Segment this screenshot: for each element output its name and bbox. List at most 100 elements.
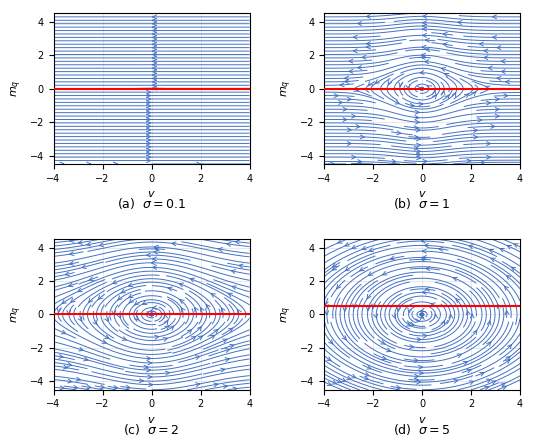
FancyArrowPatch shape — [114, 162, 117, 166]
FancyArrowPatch shape — [153, 25, 157, 29]
FancyArrowPatch shape — [422, 255, 427, 259]
FancyArrowPatch shape — [179, 283, 183, 287]
FancyArrowPatch shape — [416, 156, 421, 160]
FancyArrowPatch shape — [197, 327, 202, 331]
FancyArrowPatch shape — [507, 246, 511, 249]
FancyArrowPatch shape — [410, 322, 414, 326]
FancyArrowPatch shape — [153, 56, 157, 60]
FancyArrowPatch shape — [129, 299, 133, 303]
FancyArrowPatch shape — [423, 334, 427, 338]
FancyArrowPatch shape — [382, 356, 386, 360]
FancyArrowPatch shape — [358, 65, 362, 69]
FancyArrowPatch shape — [62, 300, 66, 304]
FancyArrowPatch shape — [196, 356, 200, 359]
FancyArrowPatch shape — [456, 299, 460, 303]
FancyArrowPatch shape — [164, 320, 168, 325]
FancyArrowPatch shape — [343, 117, 347, 121]
FancyArrowPatch shape — [426, 48, 430, 52]
FancyArrowPatch shape — [195, 307, 198, 312]
FancyArrowPatch shape — [347, 97, 351, 101]
FancyArrowPatch shape — [345, 76, 348, 80]
FancyArrowPatch shape — [495, 97, 499, 101]
FancyArrowPatch shape — [172, 242, 176, 246]
X-axis label: $v$: $v$ — [147, 415, 156, 425]
FancyArrowPatch shape — [148, 383, 153, 387]
FancyArrowPatch shape — [343, 108, 347, 111]
FancyArrowPatch shape — [392, 159, 396, 163]
FancyArrowPatch shape — [337, 284, 341, 289]
FancyArrowPatch shape — [396, 385, 400, 389]
FancyArrowPatch shape — [60, 386, 64, 390]
FancyArrowPatch shape — [467, 159, 471, 163]
FancyArrowPatch shape — [410, 103, 414, 107]
FancyArrowPatch shape — [214, 383, 218, 387]
FancyArrowPatch shape — [422, 45, 426, 49]
FancyArrowPatch shape — [146, 104, 151, 108]
FancyArrowPatch shape — [422, 53, 426, 57]
FancyArrowPatch shape — [232, 286, 236, 289]
FancyArrowPatch shape — [464, 94, 468, 98]
FancyArrowPatch shape — [415, 116, 419, 120]
FancyArrowPatch shape — [153, 77, 157, 80]
FancyArrowPatch shape — [441, 91, 445, 95]
FancyArrowPatch shape — [146, 94, 151, 98]
FancyArrowPatch shape — [408, 308, 412, 313]
FancyArrowPatch shape — [347, 376, 351, 380]
FancyArrowPatch shape — [346, 267, 350, 271]
FancyArrowPatch shape — [484, 49, 488, 53]
FancyArrowPatch shape — [146, 159, 151, 163]
FancyArrowPatch shape — [63, 365, 68, 369]
FancyArrowPatch shape — [416, 143, 420, 147]
FancyArrowPatch shape — [153, 35, 157, 39]
FancyArrowPatch shape — [153, 69, 157, 73]
FancyArrowPatch shape — [431, 303, 435, 306]
FancyArrowPatch shape — [148, 375, 152, 379]
FancyArrowPatch shape — [487, 142, 490, 146]
FancyArrowPatch shape — [222, 339, 227, 343]
FancyArrowPatch shape — [325, 311, 329, 315]
FancyArrowPatch shape — [105, 335, 109, 339]
FancyArrowPatch shape — [112, 310, 116, 314]
FancyArrowPatch shape — [153, 32, 157, 36]
FancyArrowPatch shape — [329, 340, 333, 344]
FancyArrowPatch shape — [480, 42, 483, 46]
FancyArrowPatch shape — [153, 83, 157, 87]
FancyArrowPatch shape — [422, 290, 426, 294]
FancyArrowPatch shape — [146, 117, 151, 121]
FancyArrowPatch shape — [200, 308, 204, 312]
FancyArrowPatch shape — [144, 365, 148, 369]
FancyArrowPatch shape — [367, 306, 370, 310]
FancyArrowPatch shape — [352, 114, 355, 118]
FancyArrowPatch shape — [427, 86, 431, 90]
FancyArrowPatch shape — [143, 301, 147, 304]
FancyArrowPatch shape — [414, 146, 418, 150]
FancyArrowPatch shape — [327, 382, 331, 385]
Y-axis label: $m_q$: $m_q$ — [10, 306, 24, 323]
FancyArrowPatch shape — [146, 155, 151, 159]
FancyArrowPatch shape — [190, 278, 195, 282]
FancyArrowPatch shape — [466, 311, 470, 315]
FancyArrowPatch shape — [493, 35, 496, 39]
FancyArrowPatch shape — [341, 378, 346, 382]
FancyArrowPatch shape — [121, 289, 125, 293]
FancyArrowPatch shape — [78, 288, 82, 292]
FancyArrowPatch shape — [364, 376, 368, 380]
FancyArrowPatch shape — [146, 125, 151, 128]
FancyArrowPatch shape — [352, 245, 356, 249]
FancyArrowPatch shape — [452, 92, 456, 97]
FancyArrowPatch shape — [421, 239, 426, 243]
FancyArrowPatch shape — [135, 316, 139, 320]
FancyArrowPatch shape — [480, 372, 484, 376]
FancyArrowPatch shape — [422, 249, 426, 253]
FancyArrowPatch shape — [368, 272, 373, 276]
FancyArrowPatch shape — [392, 314, 396, 318]
FancyArrowPatch shape — [491, 125, 495, 129]
FancyArrowPatch shape — [98, 295, 102, 299]
FancyArrowPatch shape — [420, 70, 424, 74]
FancyArrowPatch shape — [71, 298, 75, 302]
FancyArrowPatch shape — [168, 287, 172, 291]
FancyArrowPatch shape — [84, 357, 88, 361]
FancyArrowPatch shape — [500, 248, 504, 252]
FancyArrowPatch shape — [114, 385, 117, 389]
FancyArrowPatch shape — [434, 314, 438, 319]
